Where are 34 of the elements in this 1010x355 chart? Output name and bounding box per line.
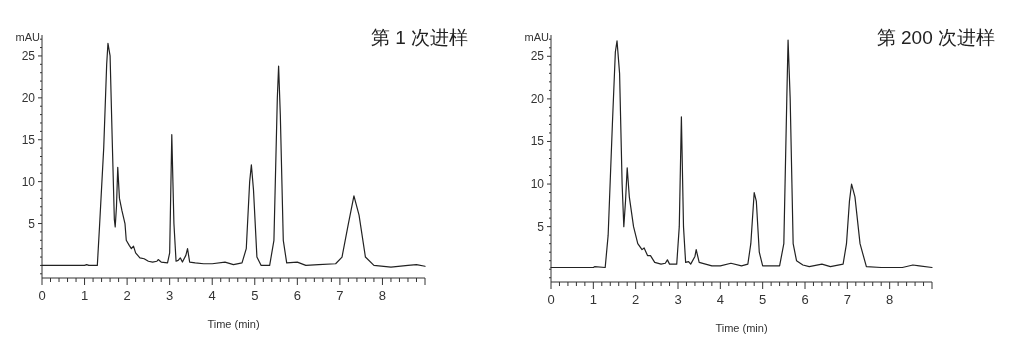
x-tick-label: 8 — [378, 288, 387, 303]
y-axis-title: mAU — [15, 31, 41, 43]
y-tick-label: 15 — [21, 132, 36, 147]
y-tick-label: 5 — [537, 219, 545, 234]
x-tick-label: 6 — [293, 288, 301, 303]
x-tick-label: 7 — [336, 288, 344, 303]
x-tick-label: 3 — [674, 292, 682, 307]
y-tick-label: 20 — [530, 91, 545, 106]
x-tick-label: 4 — [716, 292, 724, 307]
y-tick-label: 10 — [21, 174, 36, 189]
y-tick-label: 25 — [21, 48, 36, 63]
x-tick-label: 2 — [632, 292, 640, 307]
x-tick-label: 1 — [589, 292, 597, 307]
x-tick-label: 5 — [251, 288, 259, 303]
x-tick-label: 2 — [123, 288, 131, 303]
x-tick-label: 7 — [843, 292, 851, 307]
x-tick-label: 3 — [166, 288, 174, 303]
x-tick-label: 0 — [38, 288, 46, 303]
y-tick-label: 5 — [28, 216, 36, 231]
y-tick-label: 20 — [21, 90, 36, 105]
x-tick-label: 8 — [886, 292, 894, 307]
x-axis-title: Time (min) — [207, 318, 260, 330]
chart-title: 第 200 次进样 — [876, 27, 995, 48]
y-tick-label: 25 — [530, 49, 545, 64]
x-axis-title: Time (min) — [715, 322, 768, 334]
x-tick-label: 4 — [208, 288, 216, 303]
x-tick-label: 6 — [801, 292, 809, 307]
x-tick-label: 0 — [547, 292, 555, 307]
y-tick-label: 10 — [530, 177, 545, 192]
y-axis-title: mAU — [524, 31, 550, 43]
x-tick-label: 5 — [759, 292, 767, 307]
x-tick-label: 1 — [80, 288, 89, 303]
y-tick-label: 15 — [530, 134, 545, 149]
chart-title: 第 1 次进样 — [370, 27, 468, 48]
